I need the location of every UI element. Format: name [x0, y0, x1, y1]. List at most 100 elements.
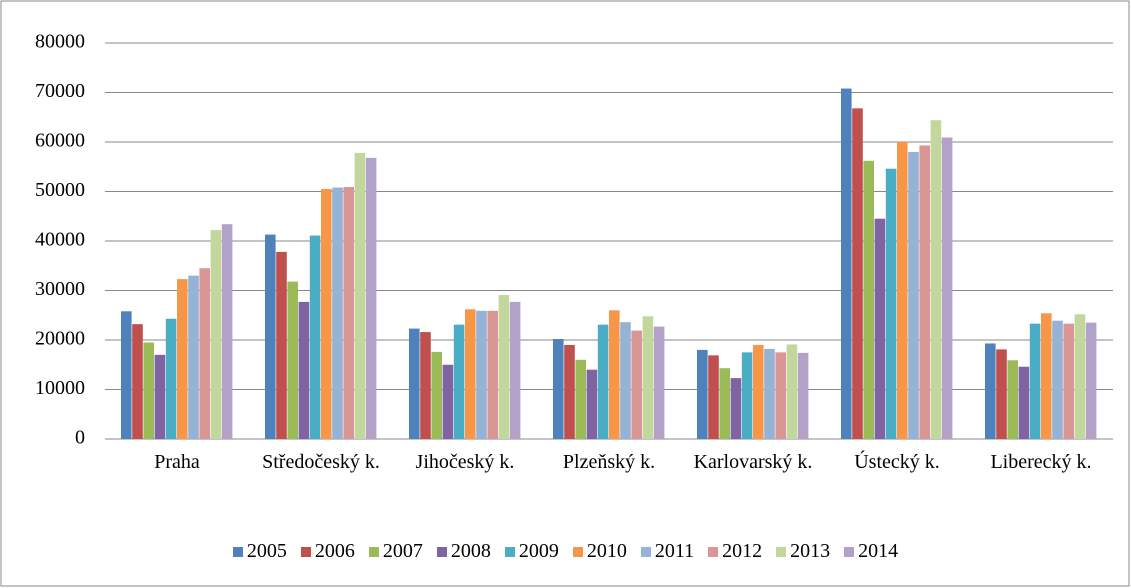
- bar: [1018, 366, 1030, 439]
- bar: [132, 324, 143, 439]
- bar: [874, 218, 886, 439]
- legend-swatch: [776, 546, 787, 557]
- legend-label: 2010: [586, 540, 627, 562]
- legend: 2005 2006 2007 2008 2009 2010 2011 2012 2013 2014: [0, 540, 1131, 563]
- legend-label: 2007: [382, 540, 423, 562]
- legend-item: 2007: [368, 540, 423, 563]
- bar: [1063, 323, 1074, 439]
- legend-item: 2013: [776, 540, 830, 563]
- bar: [165, 318, 177, 439]
- bar: [764, 348, 775, 439]
- bar: [409, 328, 420, 439]
- bar: [575, 359, 586, 439]
- bar: [121, 311, 132, 439]
- bar: [188, 275, 199, 439]
- bar: [564, 344, 575, 439]
- bar: [631, 330, 642, 439]
- x-tick-label: Ústecký k.: [854, 451, 940, 473]
- y-tick-label: 40000: [35, 229, 85, 251]
- bar: [730, 378, 742, 439]
- legend-label: 2011: [654, 540, 695, 562]
- bar: [741, 352, 753, 439]
- bar: [498, 294, 510, 439]
- x-tick-label: Praha: [154, 451, 200, 473]
- x-tick-label: Liberecký k.: [990, 451, 1092, 473]
- bar: [476, 310, 487, 439]
- bar: [841, 88, 852, 439]
- bar: [1085, 322, 1097, 439]
- x-tick-label: Jihočeský k.: [415, 451, 515, 473]
- legend-swatch: [300, 546, 311, 557]
- bar: [354, 152, 366, 439]
- legend-item: 2012: [708, 540, 762, 563]
- bar: [597, 324, 609, 439]
- bar: [797, 352, 809, 439]
- legend-item: 2009: [504, 540, 559, 563]
- bar: [343, 187, 354, 439]
- legend-item: 2006: [300, 540, 355, 563]
- bar: [420, 332, 431, 439]
- legend-swatch: [504, 546, 515, 557]
- bar: [1007, 360, 1018, 439]
- y-tick-label: 10000: [35, 377, 85, 399]
- bar: [919, 145, 930, 439]
- bar: [985, 343, 996, 439]
- bar: [609, 310, 620, 439]
- bar: [586, 369, 598, 439]
- x-tick-label: Plzeňský k.: [562, 451, 656, 473]
- legend-swatch: [232, 546, 243, 557]
- legend-item: 2005: [232, 540, 287, 563]
- bar: [885, 168, 897, 440]
- y-tick-label: 20000: [35, 328, 85, 350]
- bar: [553, 339, 564, 439]
- y-tick-label: 80000: [35, 31, 85, 53]
- legend-label: 2006: [314, 540, 355, 562]
- legend-item: 2010: [572, 540, 627, 563]
- bar: [509, 301, 521, 439]
- bar: [620, 322, 631, 439]
- bar: [1041, 313, 1052, 439]
- legend-swatch: [368, 546, 379, 557]
- bar: [775, 352, 786, 439]
- bar: [930, 120, 942, 439]
- legend-label: 2005: [246, 540, 287, 562]
- legend-swatch: [844, 546, 855, 557]
- y-tick-label: 60000: [35, 130, 85, 152]
- bar: [332, 187, 343, 439]
- bar: [321, 189, 332, 439]
- y-tick-label: 70000: [35, 80, 85, 102]
- bar: [298, 301, 310, 439]
- bar: [642, 316, 654, 439]
- bar: [1074, 314, 1086, 439]
- bar: [753, 344, 764, 439]
- bar: [143, 342, 154, 439]
- bar: [210, 230, 222, 439]
- bar: [908, 151, 919, 439]
- bar: [365, 157, 377, 439]
- legend-item: 2011: [640, 540, 695, 563]
- bar: [863, 160, 874, 439]
- bar: [708, 355, 719, 439]
- y-tick-label: 30000: [35, 278, 85, 300]
- bar: [287, 281, 298, 439]
- bar: [276, 251, 287, 439]
- legend-item: 2008: [436, 540, 491, 563]
- bar: [442, 364, 454, 439]
- bar: [996, 349, 1007, 439]
- legend-label: 2008: [450, 540, 491, 562]
- bar: [897, 142, 908, 439]
- bar: [221, 224, 233, 439]
- bar: [1029, 323, 1041, 439]
- bar: [453, 324, 465, 439]
- bar: [941, 137, 953, 440]
- bar: [719, 368, 730, 439]
- legend-swatch: [436, 546, 447, 557]
- bar: [465, 309, 476, 439]
- bar: [154, 354, 166, 439]
- bar: [697, 349, 708, 439]
- x-tick-label: Středočeský k.: [262, 451, 380, 473]
- bar: [1052, 320, 1063, 439]
- legend-label: 2009: [518, 540, 559, 562]
- bar: [852, 108, 863, 439]
